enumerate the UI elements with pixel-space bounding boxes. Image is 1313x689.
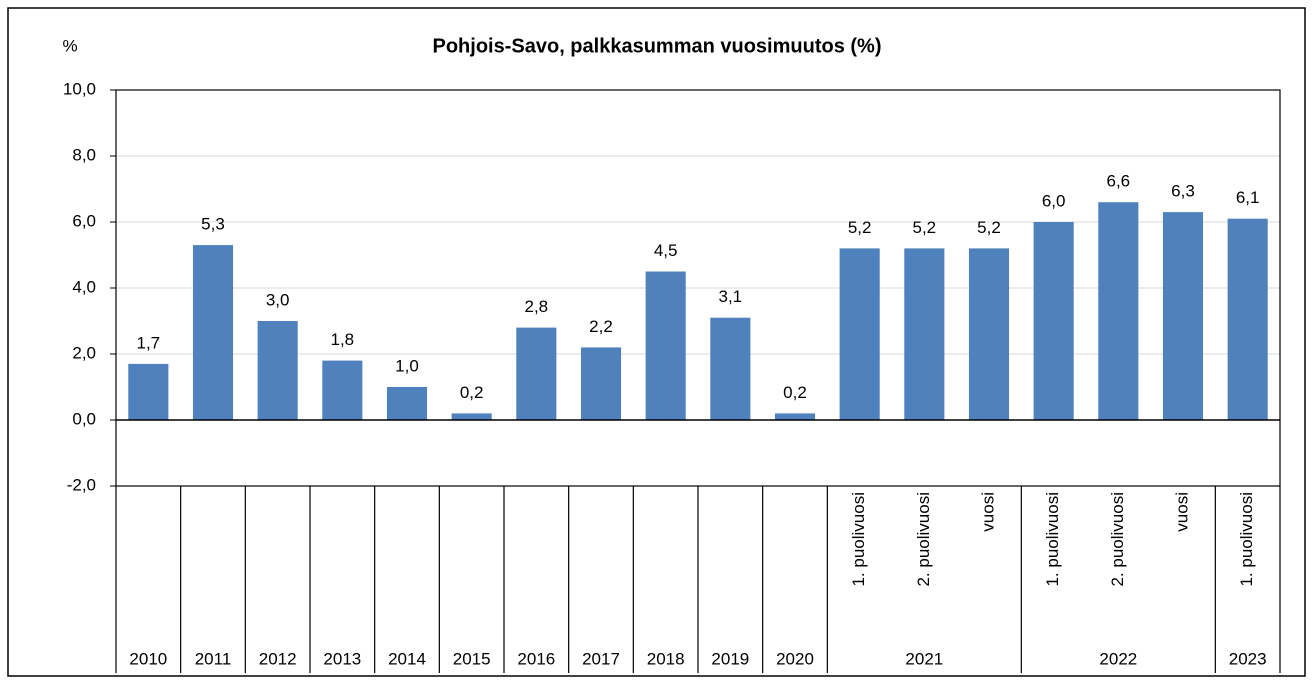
bar	[128, 363, 169, 420]
value-label: 5,2	[848, 218, 872, 237]
value-label: 6,1	[1236, 188, 1260, 207]
group-label: 2018	[647, 649, 685, 668]
group-label: 2010	[129, 649, 167, 668]
group-label: 2021	[905, 649, 943, 668]
value-label: 0,2	[783, 383, 807, 402]
y-axis-label: %	[62, 36, 77, 55]
bar	[516, 327, 557, 420]
group-label: 2016	[517, 649, 555, 668]
group-label: 2011	[195, 649, 232, 668]
plot-border	[115, 89, 1281, 487]
bar	[839, 248, 880, 420]
bar	[257, 321, 298, 420]
bar	[645, 271, 686, 420]
bar	[322, 360, 363, 420]
bar	[386, 387, 428, 420]
value-label: 1,8	[331, 330, 355, 349]
group-label: 2014	[388, 649, 426, 668]
value-label: 1,0	[395, 356, 419, 375]
x-tick-label: 2. puolivuosi	[914, 492, 933, 587]
value-label: 6,3	[1171, 182, 1195, 201]
value-label: 5,3	[201, 215, 225, 234]
value-label: 2,8	[525, 297, 549, 316]
value-label: 3,0	[266, 290, 290, 309]
group-label: 2017	[582, 649, 620, 668]
group-label: 2013	[323, 649, 361, 668]
bar	[1098, 202, 1139, 420]
group-label: 2020	[776, 649, 814, 668]
y-tick-label: 8,0	[72, 145, 96, 164]
y-tick-label: 0,0	[72, 409, 96, 428]
group-label: 2012	[259, 649, 297, 668]
value-label: 3,1	[719, 287, 743, 306]
bar	[904, 248, 945, 420]
bar	[774, 413, 816, 420]
group-label: 2022	[1099, 649, 1137, 668]
value-label: 2,2	[589, 317, 613, 336]
value-label: 0,2	[460, 383, 484, 402]
value-label: 6,6	[1107, 172, 1131, 191]
chart-title: Pohjois-Savo, palkkasumman vuosimuutos (…	[433, 35, 882, 57]
y-tick-label: 10,0	[63, 79, 96, 98]
bar	[580, 347, 622, 420]
x-tick-label: 1. puolivuosi	[1237, 492, 1256, 587]
x-tick-label: 2. puolivuosi	[1108, 492, 1127, 587]
y-tick-label: 2,0	[72, 343, 96, 362]
y-tick-label: 6,0	[72, 211, 96, 230]
value-label: 4,5	[654, 241, 678, 260]
y-tick-label: 4,0	[72, 277, 96, 296]
y-tick-label: -2,0	[67, 475, 96, 494]
group-label: 2019	[711, 649, 749, 668]
value-label: 1,7	[137, 333, 161, 352]
bar	[1162, 212, 1204, 420]
bar	[451, 413, 492, 420]
group-label: 2015	[453, 649, 491, 668]
x-tick-label: 1. puolivuosi	[1043, 492, 1062, 587]
value-label: 6,0	[1042, 191, 1066, 210]
value-label: 5,2	[977, 218, 1001, 237]
x-tick-label: vuosi	[978, 492, 997, 532]
group-label: 2023	[1229, 649, 1267, 668]
x-tick-label: 1. puolivuosi	[849, 492, 868, 587]
x-tick-label: vuosi	[1172, 492, 1191, 532]
bar	[1033, 222, 1074, 420]
bar	[710, 317, 751, 420]
value-label: 5,2	[913, 218, 937, 237]
bar	[192, 245, 234, 420]
bar	[1227, 218, 1268, 420]
bar	[968, 248, 1010, 420]
